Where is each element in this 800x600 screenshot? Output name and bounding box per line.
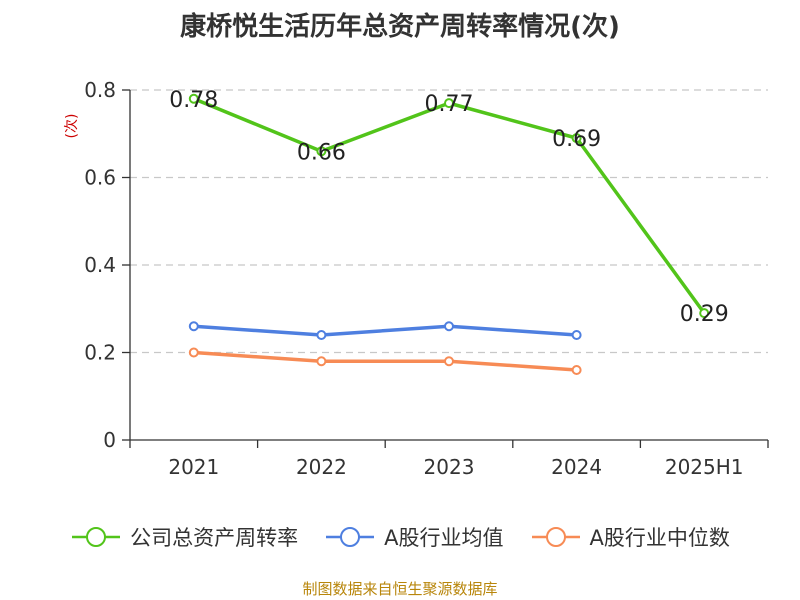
x-tick-label: 2021	[168, 455, 219, 479]
data-point	[188, 347, 199, 358]
data-point	[444, 98, 454, 109]
legend-item[interactable]: A股行业中位数	[530, 522, 730, 552]
data-point	[444, 321, 454, 332]
series-line-1	[193, 324, 577, 337]
data-point	[316, 146, 327, 157]
data-label: 0.78	[169, 88, 218, 113]
y-axis-label: (次)	[64, 114, 80, 139]
x-tick-label: 2025H1	[665, 455, 744, 479]
source-note: 制图数据来自恒生聚源数据库	[302, 580, 498, 598]
series-line-0	[193, 97, 706, 315]
legend-label: 公司总资产周转率	[130, 526, 299, 550]
data-label: 0.77	[425, 92, 474, 117]
data-point	[316, 330, 327, 340]
y-tick-label: 0.4	[84, 253, 116, 277]
data-label: 0.69	[552, 127, 601, 152]
legend-label: A股行业中位数	[589, 526, 730, 550]
data-point	[316, 356, 327, 367]
data-label: 0.66	[297, 140, 346, 165]
legend-marker-icon	[531, 527, 580, 547]
y-tick-label: 0	[103, 428, 116, 452]
data-point	[571, 330, 582, 340]
data-point	[699, 308, 710, 319]
chart-legend: 公司总资产周转率 A股行业均值 A股行业中位数	[0, 519, 800, 555]
x-tick-label: 2023	[424, 455, 475, 479]
y-tick-label: 0.8	[84, 78, 116, 102]
series-line-2	[193, 350, 577, 372]
legend-item[interactable]: 公司总资产周转率	[70, 522, 298, 552]
legend-item[interactable]: A股行业均值	[324, 522, 504, 552]
legend-label: A股行业均值	[384, 526, 504, 550]
data-label: 0.29	[680, 302, 729, 327]
data-point	[444, 356, 454, 367]
data-point	[188, 321, 199, 332]
x-tick-label: 2024	[551, 455, 602, 479]
legend-marker-icon	[72, 527, 121, 547]
data-point	[571, 365, 582, 375]
y-tick-label: 0.6	[84, 166, 116, 190]
y-tick-label: 0.2	[84, 341, 116, 365]
legend-marker-icon	[326, 527, 375, 547]
chart-title: 康桥悦生活历年总资产周转率情况(次)	[180, 12, 620, 42]
data-point	[571, 133, 582, 144]
x-tick-label: 2022	[296, 455, 347, 479]
data-point	[188, 93, 199, 104]
